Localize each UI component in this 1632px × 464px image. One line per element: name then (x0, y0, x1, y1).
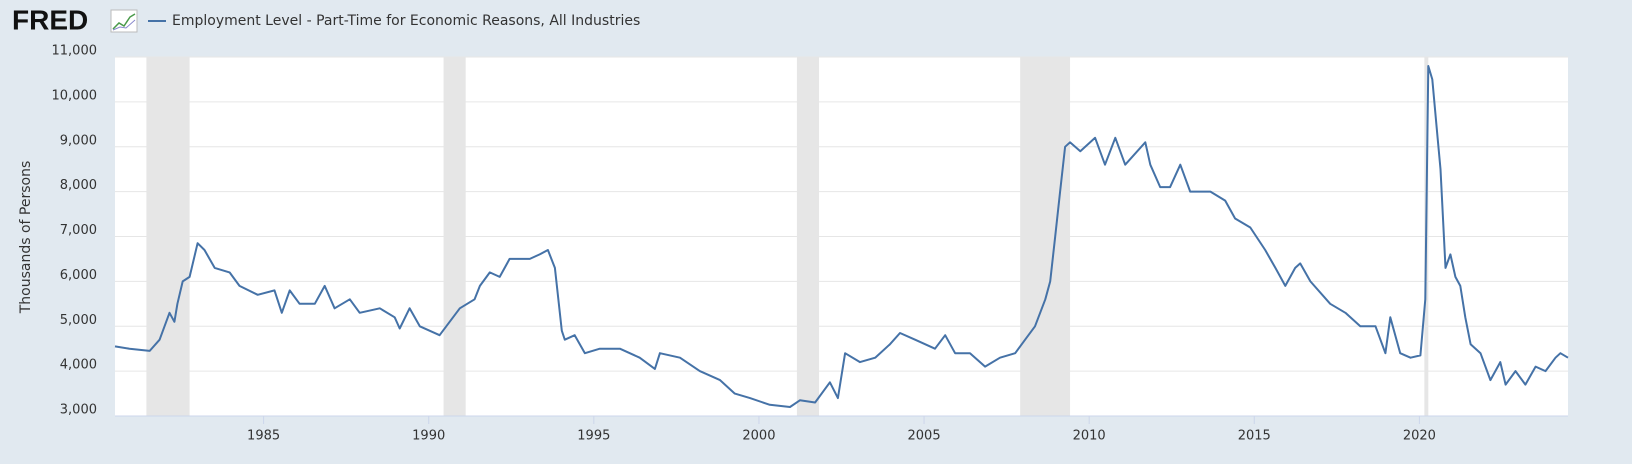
legend-label: Employment Level - Part-Time for Economi… (172, 13, 640, 29)
y-tick-label: 7,000 (60, 223, 97, 238)
logo-icon (110, 9, 138, 33)
y-tick-label: 8,000 (60, 178, 97, 193)
logo: FRED (12, 4, 88, 35)
y-tick-label: 5,000 (60, 313, 97, 328)
x-tick-label: 1990 (412, 429, 445, 444)
series-line (114, 65, 1569, 408)
y-axis-label: Thousands of Persons (18, 161, 34, 315)
x-tick-label: 2010 (1073, 429, 1106, 444)
y-tick-label: 10,000 (52, 88, 98, 103)
y-tick-label: 9,000 (60, 133, 97, 148)
y-tick-label: 4,000 (60, 358, 97, 373)
x-tick-label: 2000 (742, 429, 775, 444)
y-tick-label: 3,000 (60, 403, 97, 418)
x-tick-label: 2005 (908, 429, 941, 444)
y-tick-label: 6,000 (60, 268, 97, 283)
x-tick-label: 2020 (1403, 429, 1436, 444)
x-tick-label: 1995 (577, 429, 610, 444)
y-tick-label: 11,000 (52, 44, 98, 59)
x-tick-label: 1985 (247, 429, 280, 444)
x-tick-label: 2015 (1238, 429, 1271, 444)
